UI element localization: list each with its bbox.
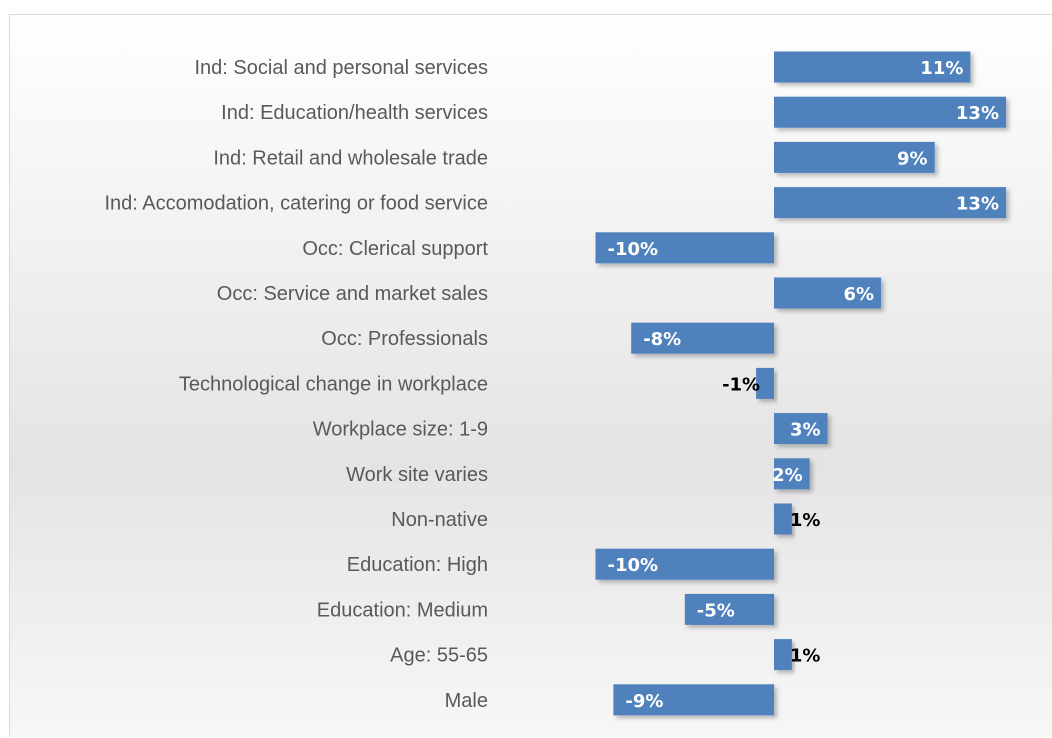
data-label-age-55-65: 1% bbox=[790, 646, 821, 667]
category-label-education-medium: Education: Medium bbox=[317, 599, 488, 621]
bar-education-high bbox=[595, 548, 774, 580]
data-label-non-native: 1% bbox=[790, 510, 821, 531]
category-label-technological-change-in-workplace: Technological change in workplace bbox=[179, 373, 488, 395]
data-label-occ-clerical-support: -10% bbox=[608, 239, 659, 260]
bar-series bbox=[595, 51, 1007, 716]
data-label-ind-education-health-services: 13% bbox=[956, 103, 999, 124]
data-label-male: -9% bbox=[625, 691, 663, 712]
chart-area: Ind: Social and personal services Ind: Ed… bbox=[9, 14, 1052, 737]
category-label-ind-accomodation-catering-or-food-service: Ind: Accomodation, catering or food serv… bbox=[104, 193, 488, 215]
bar-ind-social-and-personal-services bbox=[774, 51, 971, 83]
bar-workplace-size-1-9 bbox=[774, 413, 828, 445]
data-label-education-medium: -5% bbox=[697, 600, 735, 621]
data-label-workplace-size-1-9: 3% bbox=[790, 420, 821, 441]
bar-occ-professionals bbox=[631, 322, 774, 354]
data-label-ind-retail-and-wholesale-trade: 9% bbox=[897, 148, 928, 169]
category-label-occ-clerical-support: Occ: Clerical support bbox=[302, 238, 488, 260]
category-label-non-native: Non-native bbox=[391, 509, 488, 531]
data-label-occ-professionals: -8% bbox=[643, 329, 681, 350]
data-label-technological-change-in-workplace: -1% bbox=[722, 374, 760, 395]
data-label-occ-service-and-market-sales: 6% bbox=[844, 284, 875, 305]
data-label-work-site-varies: 2% bbox=[772, 465, 803, 486]
bar-ind-education-health-services bbox=[774, 96, 1007, 128]
bar-ind-accomodation-catering-or-food-service bbox=[774, 187, 1007, 219]
bar-ind-retail-and-wholesale-trade bbox=[774, 141, 935, 173]
data-labels: 11% 13% 9% 13% -10% 6% -8% -1% 3% 2% 1% -10% -5% 1% -9… bbox=[608, 58, 1000, 712]
category-label-workplace-size-1-9: Workplace size: 1-9 bbox=[313, 419, 488, 441]
category-label-ind-education-health-services: Ind: Education/health services bbox=[221, 102, 488, 124]
category-label-education-high: Education: High bbox=[347, 554, 488, 576]
data-label-ind-social-and-personal-services: 11% bbox=[920, 58, 963, 79]
bar-age-55-65 bbox=[774, 639, 792, 671]
category-label-occ-service-and-market-sales: Occ: Service and market sales bbox=[217, 283, 488, 305]
bar-male bbox=[613, 684, 775, 716]
data-label-ind-accomodation-catering-or-food-service: 13% bbox=[956, 194, 999, 215]
category-label-ind-social-and-personal-services: Ind: Social and personal services bbox=[195, 57, 489, 79]
bar-occ-service-and-market-sales bbox=[774, 277, 882, 309]
category-label-male: Male bbox=[445, 690, 488, 712]
bar-chart: Ind: Social and personal services Ind: Ed… bbox=[104, 51, 1007, 716]
category-axis-labels: Ind: Social and personal services Ind: Ed… bbox=[104, 57, 488, 712]
bar-technological-change-in-workplace bbox=[756, 367, 774, 399]
data-label-education-high: -10% bbox=[608, 555, 659, 576]
bar-non-native bbox=[774, 503, 792, 535]
bar-occ-clerical-support bbox=[595, 232, 774, 264]
category-label-age-55-65: Age: 55-65 bbox=[390, 645, 488, 667]
bar-work-site-varies bbox=[774, 458, 810, 490]
bar-education-medium bbox=[684, 593, 775, 625]
category-label-ind-retail-and-wholesale-trade: Ind: Retail and wholesale trade bbox=[213, 147, 488, 169]
category-label-occ-professionals: Occ: Professionals bbox=[321, 328, 488, 350]
category-label-work-site-varies: Work site varies bbox=[346, 464, 488, 486]
